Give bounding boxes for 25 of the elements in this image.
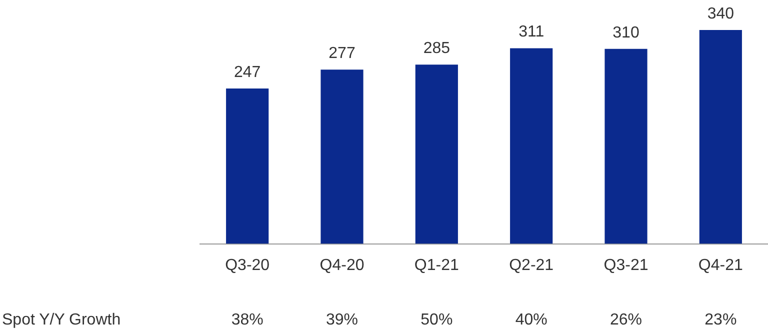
text: 23% xyxy=(704,311,737,328)
x-tick-label: Q1-21 xyxy=(414,256,460,274)
data-label: 285 xyxy=(423,40,450,57)
bar xyxy=(226,88,269,244)
text: 38% xyxy=(231,311,264,328)
text: Spot Y/Y Growth xyxy=(2,311,121,328)
data-label: 247 xyxy=(234,64,261,81)
data-label: 311 xyxy=(518,24,544,41)
bar xyxy=(604,48,648,244)
bar xyxy=(510,48,553,244)
x-tick-label: Q4-21 xyxy=(698,256,744,274)
bar xyxy=(320,70,364,244)
text: 26% xyxy=(610,311,642,328)
x-tick-label: Q2-21 xyxy=(509,256,554,274)
x-tick-label: Q3-21 xyxy=(604,256,648,274)
data-label: 277 xyxy=(328,45,356,62)
bar xyxy=(699,30,742,244)
data-label: 340 xyxy=(707,5,734,22)
x-tick-label: Q4-20 xyxy=(320,256,364,274)
text: 40% xyxy=(515,311,548,328)
text: 50% xyxy=(420,311,453,328)
bar xyxy=(415,64,458,244)
text: 39% xyxy=(326,311,358,328)
data-label: 310 xyxy=(612,24,640,42)
x-tick-label: Q3-20 xyxy=(225,256,270,274)
